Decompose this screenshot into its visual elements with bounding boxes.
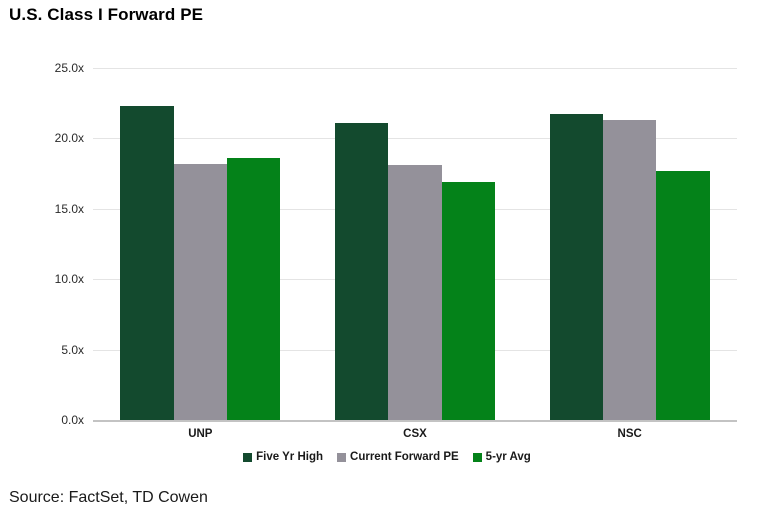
legend: Five Yr High Current Forward PE 5-yr Avg	[0, 451, 774, 463]
y-tick-label: 25.0x	[54, 61, 84, 75]
y-tick-label: 20.0x	[54, 131, 84, 146]
legend-item-5-yr-avg: 5-yr Avg	[472, 451, 531, 463]
legend-swatch-icon	[472, 452, 482, 462]
source-note: Source: FactSet, TD Cowen	[9, 489, 208, 506]
y-tick-label: 15.0x	[54, 201, 84, 216]
x-tick-label-nsc: NSC	[617, 428, 642, 440]
legend-item-five-yr-high: Five Yr High	[243, 451, 323, 463]
legend-label: 5-yr Avg	[485, 451, 531, 463]
gridline	[93, 138, 737, 140]
y-tick-label: 5.0x	[61, 342, 84, 357]
bar-nsc-current-forward-pe	[603, 120, 657, 420]
bar-csx-current-forward-pe	[388, 165, 442, 420]
x-tick-label-unp: UNP	[188, 428, 213, 440]
bar-csx-five-yr-high	[335, 122, 389, 420]
gridline	[93, 68, 737, 69]
chart-title: U.S. Class I Forward PE	[9, 5, 204, 24]
legend-item-current-forward-pe: Current Forward PE	[337, 451, 459, 463]
bar-unp-current-forward-pe	[173, 163, 227, 420]
bar-unp-five-yr-high	[120, 106, 174, 420]
bar-nsc-five-yr-high	[549, 114, 603, 420]
legend-swatch-icon	[337, 452, 347, 462]
x-tick-label-csx: CSX	[403, 428, 427, 440]
y-tick-label: 0.0x	[61, 413, 84, 427]
plot-area	[93, 68, 737, 422]
x-axis-line	[93, 420, 737, 422]
bar-nsc-5-yr-avg	[656, 170, 710, 420]
legend-label: Five Yr High	[256, 451, 324, 463]
legend-swatch-icon	[243, 452, 253, 462]
x-axis-labels: UNP CSX NSC	[93, 428, 737, 444]
legend-label: Current Forward PE	[350, 451, 459, 463]
y-tick-label: 10.0x	[54, 272, 84, 287]
bar-unp-5-yr-avg	[226, 158, 281, 420]
bar-csx-5-yr-avg	[441, 182, 495, 420]
